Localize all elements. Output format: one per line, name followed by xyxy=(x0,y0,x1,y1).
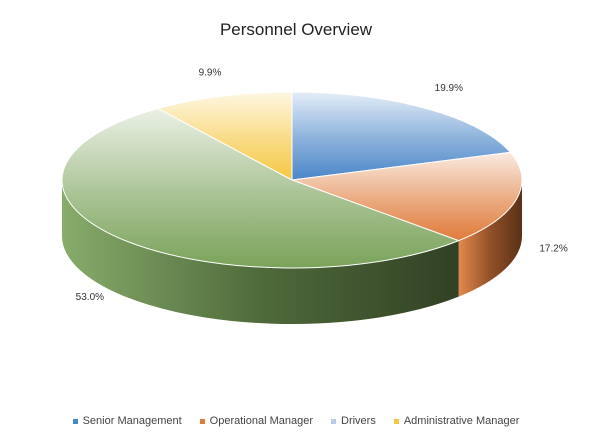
data-label-operational-manager: 17.2% xyxy=(539,244,567,255)
data-label-administrative-manager: 9.9% xyxy=(199,67,222,78)
data-label-senior-management: 19.9% xyxy=(435,83,463,94)
legend-item-administrative-manager: Administrative Manager xyxy=(393,415,520,427)
legend-label: Administrative Manager xyxy=(403,415,520,427)
pie-side-drivers xyxy=(62,180,459,324)
legend-label: Senior Management xyxy=(82,415,182,427)
legend-label: Operational Manager xyxy=(209,415,313,427)
legend-swatch xyxy=(199,418,205,424)
legend-item-drivers: Drivers xyxy=(331,415,376,427)
pie-side-operational-manager xyxy=(458,180,522,297)
pie-label-layer: 19.9% 17.2% 53.0% 9.9% xyxy=(76,67,568,303)
pie-slice-senior-management xyxy=(291,91,512,181)
legend-swatch xyxy=(393,418,399,424)
legend-label: Drivers xyxy=(341,415,376,427)
pie-slice-drivers xyxy=(61,107,461,269)
legend-item-operational-manager: Operational Manager xyxy=(199,415,313,427)
pie-top-layer xyxy=(61,91,523,269)
legend-item-senior-management: Senior Management xyxy=(72,415,182,427)
chart-title: Personnel Overview xyxy=(219,20,373,39)
legend-swatch xyxy=(72,418,78,424)
data-label-drivers: 53.0% xyxy=(76,292,104,303)
pie-slice-operational-manager xyxy=(291,151,523,242)
legend-swatch xyxy=(331,418,336,424)
legend: Senior Management Operational Manager Dr… xyxy=(0,415,592,427)
pie-depth-layer xyxy=(62,180,522,324)
pie-slice-administrative-manager xyxy=(156,91,293,181)
